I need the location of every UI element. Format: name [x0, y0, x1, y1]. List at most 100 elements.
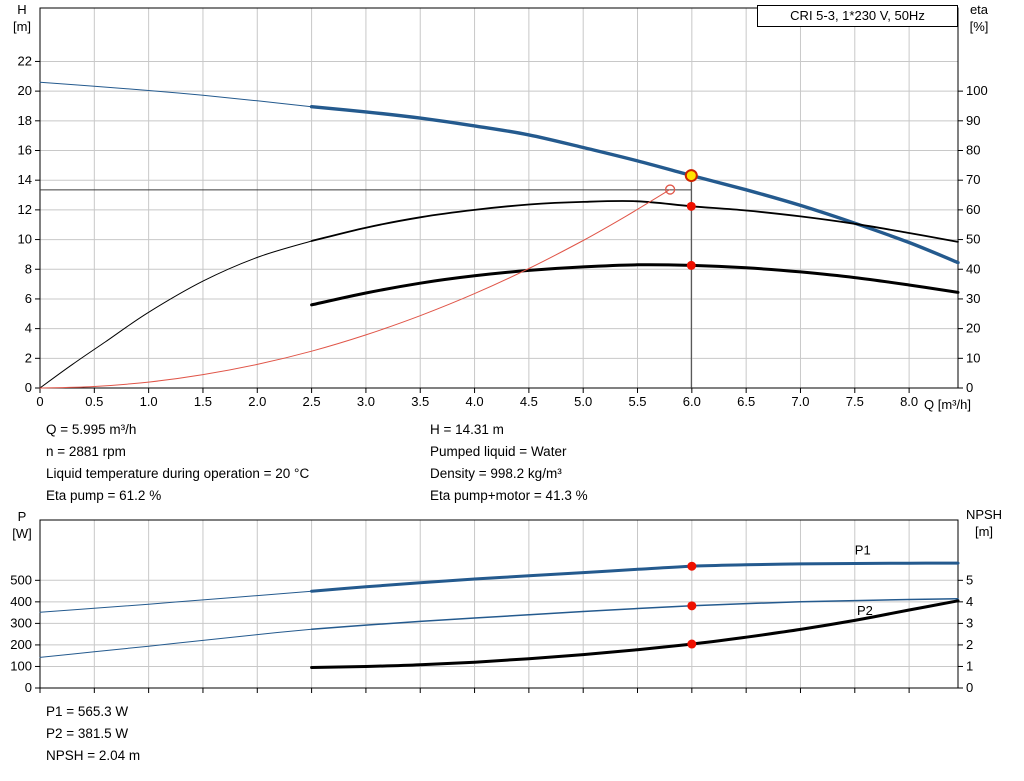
pump-model-title: CRI 5-3, 1*230 V, 50Hz	[757, 5, 958, 27]
y-left-tick-label: 300	[10, 615, 32, 630]
y-left-tick-label: 20	[18, 83, 32, 98]
info-line-npsh: NPSH = 2.04 m	[46, 748, 141, 763]
y-left-tick-label: 0	[25, 380, 32, 395]
duty-point-marker[interactable]	[684, 169, 698, 183]
info-line-eta-pump: Eta pump = 61.2 %	[46, 488, 162, 503]
x-tick-label: 3.5	[411, 394, 429, 409]
p2-label: P2	[857, 603, 873, 618]
y-left-tick-label: 6	[25, 291, 32, 306]
x-tick-label: 5.0	[574, 394, 592, 409]
eta-pump-motor-curve	[310, 263, 960, 307]
plot-frame	[39, 519, 959, 689]
y-right-tick-label: 3	[966, 615, 973, 630]
duty-info-left: Q = 5.995 m³/h n = 2881 rpm Liquid tempe…	[46, 419, 309, 507]
duty-info-right: H = 14.31 m Pumped liquid = Water Densit…	[430, 419, 588, 507]
qh-curve-extension	[39, 81, 313, 108]
p1-label: P1	[855, 542, 871, 557]
y-right-tick-label: 4	[966, 594, 973, 609]
npsh-point	[687, 639, 697, 649]
plot-frame	[39, 7, 959, 389]
info-line-temperature: Liquid temperature during operation = 20…	[46, 466, 310, 481]
y-right-tick-label: 5	[966, 572, 973, 587]
y-right-tick-label: 70	[966, 172, 980, 187]
info-line-p2: P2 = 381.5 W	[46, 726, 129, 741]
info-line-density: Density = 998.2 kg/m³	[430, 466, 562, 481]
y-right-tick-label: 10	[966, 350, 980, 365]
y-left-tick-label: 14	[18, 172, 32, 187]
eta-pump-motor-point	[686, 260, 696, 270]
y-left-tick-label: 100	[10, 658, 32, 673]
x-tick-label: 7.0	[791, 394, 809, 409]
npsh-axis-unit: [m]	[974, 524, 994, 539]
eta-pump-curve-extension	[39, 240, 313, 389]
p-axis-symbol: P	[17, 509, 27, 524]
y-right-tick-label: 0	[966, 380, 973, 395]
y-left-tick-label: 10	[18, 232, 32, 247]
info-line-h: H = 14.31 m	[430, 422, 504, 437]
y-right-tick-label: 30	[966, 291, 980, 306]
x-tick-label: 0	[36, 394, 43, 409]
y-right-tick-label: 1	[966, 658, 973, 673]
y-right-tick-label: 20	[966, 321, 980, 336]
eta-pump-curve	[310, 200, 959, 243]
power-info: P1 = 565.3 W P2 = 381.5 W NPSH = 2.04 m	[46, 701, 140, 767]
requested-duty-marker	[664, 184, 676, 195]
x-tick-label: 0.5	[85, 394, 103, 409]
x-tick-label: 7.5	[846, 394, 864, 409]
x-tick-label: 1.0	[140, 394, 158, 409]
p-axis-unit: [W]	[12, 526, 32, 541]
p1-point	[687, 561, 697, 571]
info-line-p1: P1 = 565.3 W	[46, 704, 129, 719]
p1-curve	[310, 561, 960, 593]
x-tick-label: 6.5	[737, 394, 755, 409]
x-tick-label: 4.0	[466, 394, 484, 409]
x-tick-label: 2.5	[303, 394, 321, 409]
hq-eta-chart: 0 0.5 1.0 1.5 2.0 2.5 3.0 3.5 4.0 4.5 5.0 5.5 6.0 6.5…	[18, 7, 988, 409]
y-right-tick-label: 80	[966, 143, 980, 158]
npsh-axis-symbol: NPSH	[965, 507, 1003, 522]
p2-curve	[310, 598, 959, 630]
x-tick-label: 4.5	[520, 394, 538, 409]
y-left-tick-label: 18	[18, 113, 32, 128]
npsh-curve	[310, 599, 960, 669]
p2-curve-extension	[39, 628, 313, 658]
y-left-tick-label: 8	[25, 261, 32, 276]
y-right-tick-label: 2	[966, 637, 973, 652]
y-right-tick-label: 40	[966, 261, 980, 276]
y-left-tick-label: 200	[10, 637, 32, 652]
y-right-tick-label: 100	[966, 83, 988, 98]
y-left-tick-label: 500	[10, 572, 32, 587]
x-tick-label: 8.0	[900, 394, 918, 409]
y-right-tick-label: 0	[966, 680, 973, 695]
eta-pump-point	[686, 201, 696, 211]
eta-axis-symbol: eta	[969, 2, 989, 17]
x-tick-label: 6.0	[683, 394, 701, 409]
x-tick-label: 2.0	[248, 394, 266, 409]
y-right-tick-label: 60	[966, 202, 980, 217]
info-line-eta-total: Eta pump+motor = 41.3 %	[430, 488, 588, 503]
system-curve	[39, 189, 671, 389]
q-axis-label: Q [m³/h]	[924, 397, 971, 412]
p1-curve-extension	[39, 590, 313, 613]
y-left-tick-label: 16	[18, 143, 32, 158]
x-tick-label: 1.5	[194, 394, 212, 409]
h-axis-symbol: H	[17, 2, 27, 17]
y-left-tick-label: 22	[18, 53, 32, 68]
eta-axis-unit: [%]	[969, 19, 989, 34]
h-axis-unit: [m]	[12, 19, 32, 34]
y-left-tick-label: 2	[25, 350, 32, 365]
y-left-tick-label: 4	[25, 321, 32, 336]
x-tick-label: 3.0	[357, 394, 375, 409]
y-left-tick-label: 12	[18, 202, 32, 217]
x-tick-label: 5.5	[628, 394, 646, 409]
power-npsh-chart: 0 100 200 300 400 500 0 1 2 3 4 5 P1 P2	[10, 519, 973, 695]
info-line-speed: n = 2881 rpm	[46, 444, 126, 459]
y-right-tick-label: 50	[966, 232, 980, 247]
info-line-liquid: Pumped liquid = Water	[430, 444, 567, 459]
y-left-tick-label: 0	[25, 680, 32, 695]
y-right-tick-label: 90	[966, 113, 980, 128]
y-left-tick-label: 400	[10, 594, 32, 609]
info-line-q: Q = 5.995 m³/h	[46, 422, 137, 437]
p2-point	[687, 601, 697, 611]
